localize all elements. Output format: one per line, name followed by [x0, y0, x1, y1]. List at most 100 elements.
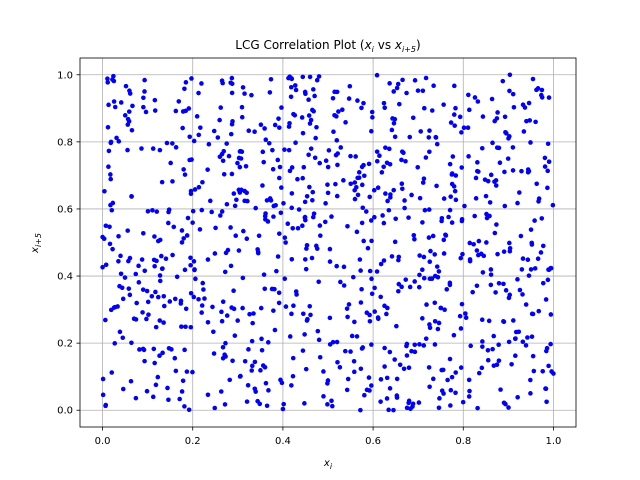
data-point	[394, 85, 400, 91]
data-point	[359, 105, 364, 111]
data-point	[493, 183, 499, 188]
data-point	[282, 235, 288, 240]
data-point	[239, 104, 245, 110]
data-point	[179, 389, 185, 394]
data-point	[232, 333, 238, 338]
data-point	[492, 230, 498, 236]
data-point	[102, 188, 107, 194]
data-point	[299, 115, 305, 120]
data-point	[100, 234, 105, 240]
data-point	[255, 398, 260, 404]
data-point	[412, 279, 417, 284]
data-point	[252, 359, 258, 365]
data-point	[144, 288, 150, 294]
data-point	[432, 342, 438, 347]
data-point	[260, 183, 265, 188]
data-point	[369, 109, 375, 115]
data-point	[159, 266, 165, 272]
data-point	[369, 342, 374, 347]
data-point	[126, 109, 132, 114]
data-point	[497, 160, 503, 166]
data-point	[530, 353, 536, 359]
data-point	[222, 269, 228, 275]
data-point	[249, 368, 254, 373]
data-point	[278, 210, 284, 216]
data-point	[540, 280, 546, 286]
data-point	[220, 158, 226, 164]
data-point	[261, 272, 267, 277]
data-point	[187, 134, 193, 140]
data-point	[289, 383, 294, 388]
data-point	[485, 347, 491, 353]
data-point	[516, 329, 522, 335]
data-point	[394, 393, 400, 398]
data-point	[276, 300, 282, 306]
data-point	[287, 334, 293, 339]
data-point	[381, 258, 387, 263]
data-point	[423, 336, 429, 341]
data-point	[263, 217, 268, 222]
data-point	[116, 139, 122, 144]
data-point	[439, 218, 444, 224]
data-point	[179, 228, 185, 233]
data-point	[300, 175, 306, 181]
data-point	[343, 120, 348, 125]
data-point	[293, 140, 298, 146]
data-point	[292, 83, 298, 88]
data-point	[426, 365, 432, 370]
data-point	[545, 168, 551, 174]
data-point	[361, 238, 366, 244]
data-point	[165, 385, 170, 391]
data-point	[276, 116, 281, 121]
data-point	[480, 270, 486, 275]
data-point	[402, 205, 407, 211]
data-point	[306, 152, 311, 158]
data-point	[196, 296, 201, 302]
data-point	[528, 140, 533, 145]
data-point	[359, 220, 365, 226]
data-point	[495, 110, 500, 115]
data-point	[229, 305, 234, 310]
data-point	[421, 275, 427, 281]
data-point	[112, 104, 118, 110]
data-point	[485, 357, 491, 363]
data-point	[307, 303, 313, 309]
data-point	[353, 154, 358, 159]
data-point	[120, 296, 126, 302]
data-point	[186, 106, 192, 111]
data-point	[180, 125, 185, 131]
data-point	[108, 307, 114, 313]
data-point	[434, 264, 440, 269]
data-point	[503, 130, 508, 135]
data-point	[510, 91, 516, 97]
data-point	[427, 259, 433, 265]
data-point	[194, 114, 200, 119]
data-point	[296, 207, 302, 212]
data-point	[416, 284, 422, 290]
data-point	[159, 253, 164, 259]
data-point	[465, 125, 471, 131]
x-axis-label: xi	[323, 458, 333, 471]
data-point	[480, 344, 485, 349]
data-point	[472, 95, 478, 100]
data-point	[235, 160, 240, 166]
data-point	[492, 118, 498, 124]
data-point	[275, 254, 281, 259]
data-point	[507, 248, 513, 254]
data-point	[309, 255, 315, 261]
data-point	[372, 214, 377, 220]
data-point	[345, 376, 351, 382]
data-point	[491, 363, 497, 368]
data-point	[447, 356, 453, 362]
data-point	[341, 264, 347, 270]
data-point	[539, 216, 545, 221]
data-point	[185, 215, 191, 221]
data-point	[206, 141, 212, 147]
data-point	[511, 104, 517, 110]
data-point	[488, 272, 494, 277]
data-point	[318, 233, 323, 238]
data-point	[167, 299, 173, 304]
data-point	[300, 74, 306, 80]
data-point	[544, 348, 549, 354]
data-point	[335, 162, 340, 168]
